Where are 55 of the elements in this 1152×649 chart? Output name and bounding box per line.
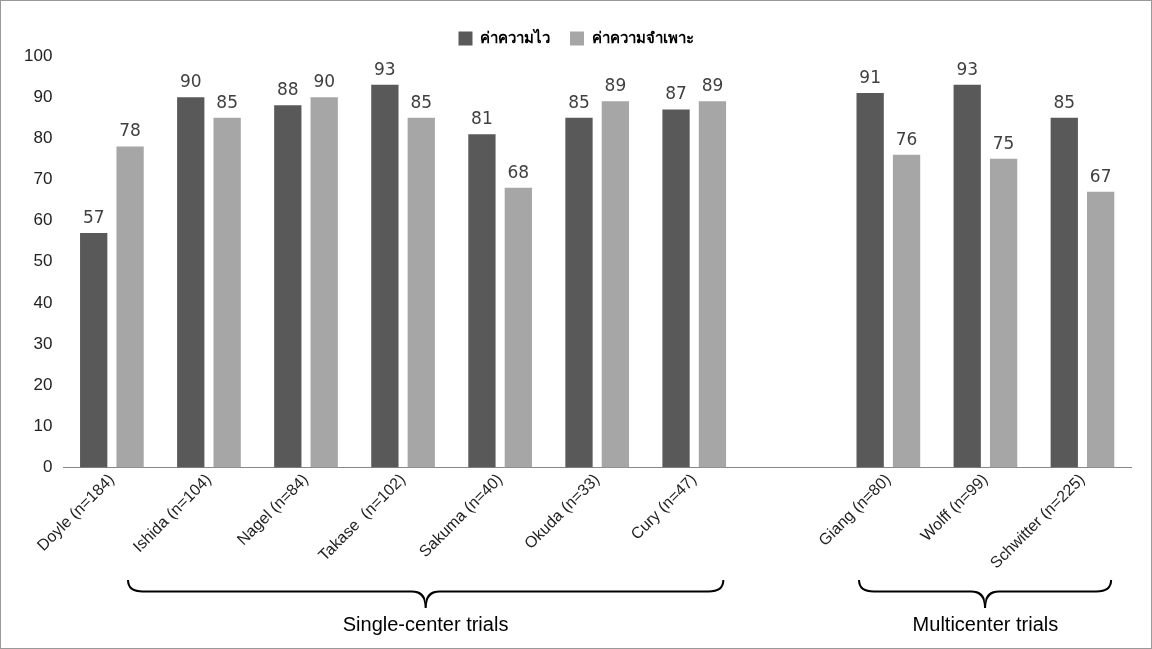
data-label: 88	[276, 79, 299, 100]
bar	[1050, 117, 1078, 468]
bar	[504, 187, 532, 468]
bar	[177, 97, 205, 468]
bar	[601, 101, 630, 468]
data-label: 89	[604, 75, 627, 96]
bar	[953, 84, 981, 468]
y-tick-label: 30	[33, 333, 53, 353]
bar	[856, 93, 884, 468]
data-label: 87	[665, 83, 687, 104]
data-label: 91	[859, 66, 881, 87]
data-label: 75	[992, 132, 1015, 153]
y-tick-label: 10	[33, 415, 53, 435]
bar	[468, 134, 496, 468]
bar	[80, 232, 108, 468]
data-label: 57	[82, 206, 105, 227]
bar	[662, 109, 690, 468]
bar	[565, 117, 593, 468]
y-tick-label: 100	[23, 45, 53, 65]
text: Multicenter trials	[912, 613, 1059, 636]
data-label: 85	[216, 91, 238, 112]
bar	[116, 146, 144, 468]
data-label: 68	[507, 161, 530, 182]
data-label: 93	[374, 58, 396, 79]
bar	[274, 105, 302, 468]
data-label: 85	[1053, 91, 1076, 112]
legend-label: ค่าความไว	[480, 27, 550, 46]
bar	[698, 101, 727, 468]
text: Single-center trials	[342, 613, 509, 636]
data-label: 85	[568, 91, 590, 112]
y-tick-label: 90	[33, 86, 53, 106]
data-label: 89	[701, 75, 724, 96]
bar	[407, 117, 435, 468]
legend-label: ค่าความจำเพาะ	[591, 28, 694, 46]
y-tick-label: 40	[33, 292, 53, 312]
y-tick-label: 60	[33, 210, 53, 230]
data-label: 93	[956, 58, 979, 79]
y-tick-label: 0	[42, 457, 53, 477]
bar	[371, 84, 399, 468]
bar	[1087, 191, 1115, 468]
bar	[989, 158, 1018, 468]
data-label: 85	[410, 91, 433, 112]
data-label: 78	[119, 120, 141, 141]
y-tick-label: 70	[33, 169, 53, 189]
data-label: 90	[179, 71, 202, 92]
data-label: 67	[1089, 165, 1112, 186]
bar	[213, 117, 241, 468]
bar	[892, 154, 921, 468]
bar	[310, 97, 338, 468]
y-tick-label: 20	[33, 374, 53, 394]
data-label: 90	[313, 71, 336, 92]
data-label: 76	[895, 128, 918, 149]
y-tick-label: 50	[33, 251, 53, 271]
y-tick-label: 80	[33, 127, 53, 147]
data-label: 81	[471, 108, 493, 129]
